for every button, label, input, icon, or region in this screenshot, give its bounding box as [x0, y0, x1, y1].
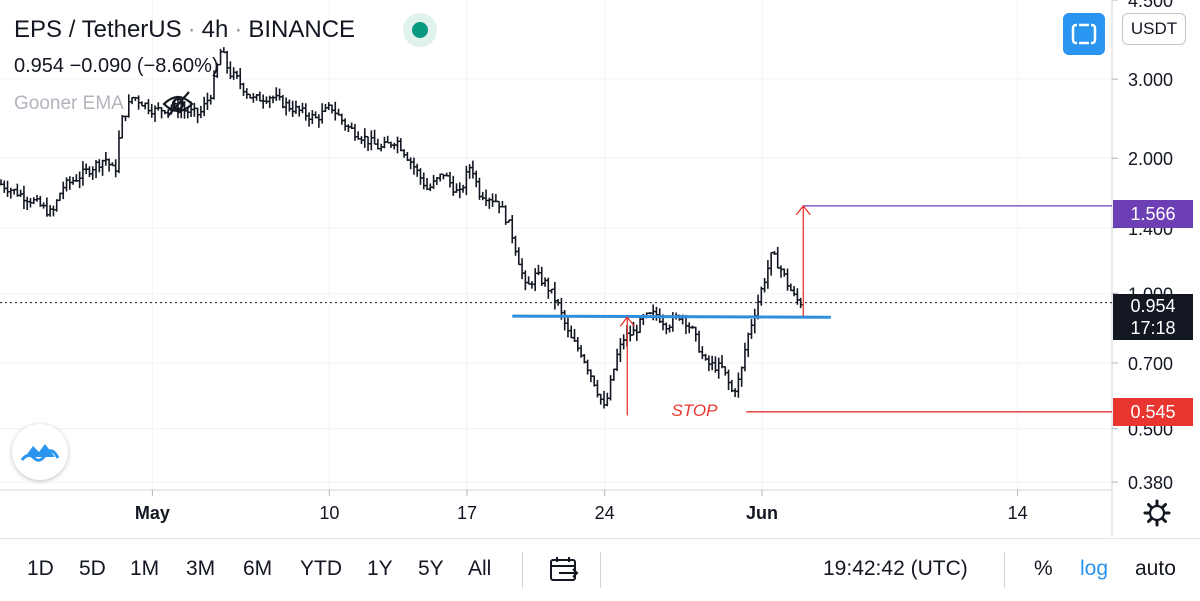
y-tick-label: 0.700 [1128, 354, 1173, 374]
bottom-toolbar: 1D 5D 1M 3M 6M YTD 1Y 5Y All 19:42:42 (UTC) % lo… [0, 538, 1200, 601]
x-tick-label: 14 [1008, 503, 1028, 523]
stop-price-value: 0.545 [1130, 402, 1176, 422]
pattern-height-arrow-head [619, 316, 635, 327]
x-tick-label: May [135, 503, 170, 523]
bar-countdown: 17:18 [1130, 318, 1176, 338]
currency-button[interactable]: USDT [1122, 13, 1186, 45]
y-tick-label: 4.500 [1128, 0, 1173, 11]
range-button-1d[interactable]: 1D [27, 557, 54, 580]
x-tick-label: 24 [595, 503, 615, 523]
log-scale-toggle[interactable]: log [1080, 557, 1109, 580]
ohlc-values: 0.954 −0.090 (−8.60%) [14, 55, 219, 77]
target-price-value: 1.566 [1130, 204, 1176, 224]
range-button-3m[interactable]: 3M [186, 557, 216, 580]
status-dot-icon[interactable] [403, 13, 437, 47]
range-button-all[interactable]: All [468, 557, 492, 580]
toolbar-divider [522, 552, 523, 588]
fullscreen-icon [1071, 23, 1097, 45]
stop-label: STOP [672, 401, 719, 420]
range-button-1m[interactable]: 1M [130, 557, 160, 580]
title-separator: · [187, 16, 196, 43]
y-tick-label: 2.000 [1128, 149, 1173, 169]
x-tick-label: Jun [746, 503, 778, 523]
tradingview-logo-icon [20, 444, 60, 462]
auto-scale-toggle[interactable]: auto [1135, 557, 1176, 580]
y-tick-label: 0.380 [1128, 473, 1173, 493]
exchange-label: BINANCE [248, 16, 356, 43]
range-button-1y[interactable]: 1Y [367, 557, 393, 580]
range-button-5y[interactable]: 5Y [418, 557, 444, 580]
fullscreen-button[interactable] [1063, 13, 1105, 55]
calendar-range-icon[interactable] [549, 556, 579, 584]
range-button-5d[interactable]: 5D [79, 557, 106, 580]
y-tick-label: 3.000 [1128, 70, 1173, 90]
toolbar-divider [1004, 552, 1005, 588]
toolbar-divider [600, 552, 601, 588]
time-axis: May 10 17 24 Jun 14 [135, 490, 1028, 523]
drawings-layer: STOP [0, 204, 1112, 420]
current-price-value: 0.954 [1130, 296, 1176, 316]
eye-off-icon[interactable] [162, 90, 194, 118]
tradingview-logo-button[interactable] [12, 424, 68, 480]
interval-label: 4h [201, 16, 229, 43]
stop-price-tag: 0.545 [1113, 398, 1193, 426]
symbol-title[interactable]: EPS / TetherUS · 4h · BINANCE [14, 16, 355, 44]
title-separator: · [234, 16, 243, 43]
x-tick-label: 17 [457, 503, 477, 523]
target-price-tag: 1.566 [1113, 200, 1193, 228]
neckline-trendline [512, 314, 831, 319]
utc-clock[interactable]: 19:42:42 (UTC) [823, 557, 968, 580]
price-chart[interactable]: 4.5003.0002.0001.4001.0000.7000.5000.380… [0, 0, 1200, 538]
range-button-6m[interactable]: 6M [243, 557, 273, 580]
indicator-legend[interactable]: Gooner EMA [14, 93, 124, 114]
target-projection-arrow-head [795, 204, 811, 216]
range-button-ytd[interactable]: YTD [300, 557, 342, 580]
current-price-tag: 0.954 17:18 [1113, 294, 1193, 340]
percent-scale-toggle[interactable]: % [1034, 557, 1053, 580]
symbol-name: EPS / TetherUS [14, 16, 182, 43]
chart-grid [0, 0, 1112, 490]
gear-icon[interactable] [1143, 499, 1171, 527]
x-tick-label: 10 [319, 503, 339, 523]
